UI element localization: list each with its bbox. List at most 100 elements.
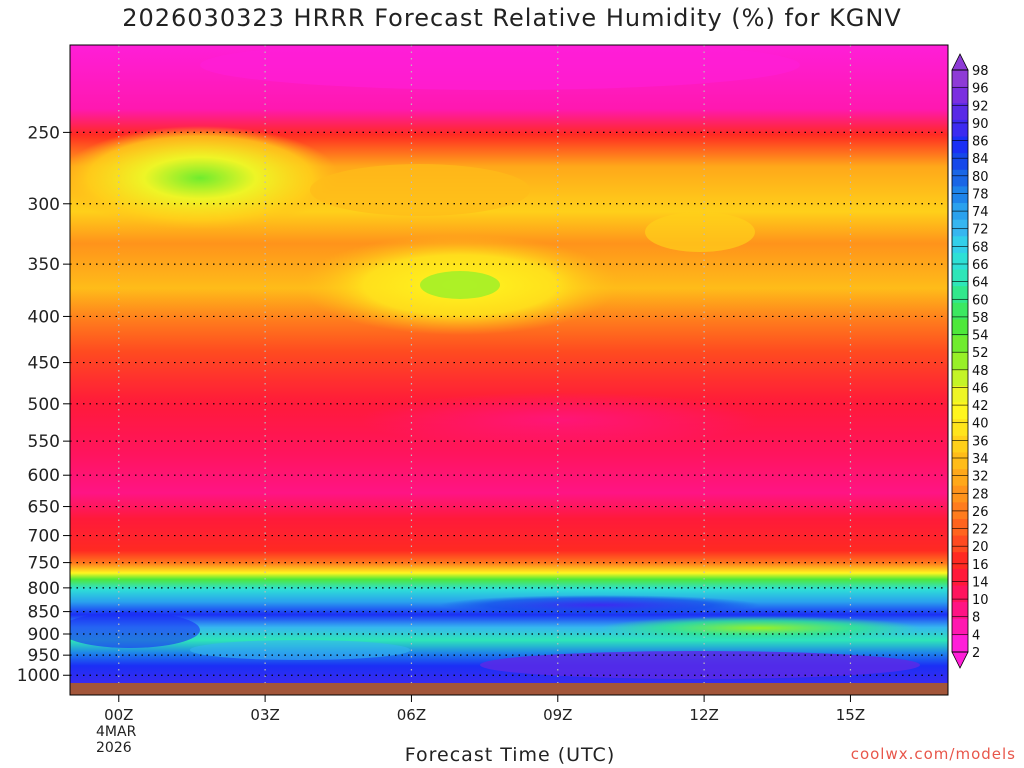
colorbar-label: 40 — [972, 417, 989, 432]
x-axis: 00Z 03Z 06Z 09Z 12Z 15Z — [104, 695, 865, 724]
colorbar-swatch — [952, 485, 968, 503]
colorbar-swatch — [952, 402, 968, 420]
y-tick-label: 400 — [28, 307, 60, 327]
colorbar-swatch — [952, 618, 968, 636]
y-tick-label: 600 — [28, 466, 60, 486]
colorbar-label: 26 — [972, 505, 989, 520]
colorbar-swatch — [952, 635, 968, 653]
y-tick-label: 750 — [28, 554, 60, 574]
colorbar-label: 36 — [972, 434, 989, 449]
colorbar-swatch — [952, 319, 968, 337]
colorbar-label: 72 — [972, 223, 989, 238]
x-axis-label: Forecast Time (UTC) — [404, 744, 616, 766]
colorbar-label: 60 — [972, 293, 989, 308]
colorbar-label: 16 — [972, 558, 989, 573]
y-tick-label: 500 — [28, 395, 60, 415]
colorbar-top-arrow — [951, 53, 969, 71]
x-tick-label: 03Z — [250, 706, 279, 724]
colorbar-swatch — [952, 269, 968, 287]
colorbar-swatch — [952, 518, 968, 537]
colorbar-label: 52 — [972, 346, 989, 361]
colorbar-label: 96 — [972, 82, 989, 97]
colorbar-label: 80 — [972, 170, 989, 185]
colorbar-label: 64 — [972, 276, 989, 291]
colorbar-swatch — [952, 568, 968, 586]
date-label-day: 4MAR — [96, 724, 137, 740]
colorbar-swatch — [952, 435, 968, 453]
y-tick-label: 300 — [28, 195, 60, 215]
colorbar-label: 86 — [972, 135, 989, 150]
colorbar-swatch — [952, 452, 968, 470]
colorbar-bottom-arrow — [951, 651, 969, 669]
colorbar-label: 28 — [972, 487, 989, 502]
colorbar-swatch — [952, 236, 968, 254]
colorbar-label: 14 — [972, 575, 989, 590]
colorbar-label: 74 — [972, 205, 989, 220]
x-tick-label: 12Z — [689, 706, 718, 724]
colorbar-label: 92 — [972, 99, 989, 114]
colorbar-swatch — [952, 203, 968, 221]
colorbar-label: 8 — [972, 611, 980, 626]
colorbar-label: 54 — [972, 329, 989, 344]
colorbar-swatch — [952, 336, 968, 354]
colorbar: 9896929086848078747268666460585452484642… — [951, 53, 989, 669]
colorbar-label: 34 — [972, 452, 989, 467]
colorbar-swatch — [952, 186, 968, 204]
y-tick-label: 900 — [28, 625, 60, 645]
colorbar-swatch — [952, 535, 968, 553]
colorbar-swatch — [952, 136, 968, 154]
colorbar-swatch — [952, 119, 968, 138]
heatmap-field — [70, 45, 948, 683]
colorbar-label: 10 — [972, 593, 989, 608]
colorbar-label: 90 — [972, 117, 989, 132]
y-tick-label: 250 — [28, 123, 60, 143]
colorbar-swatch — [952, 219, 968, 237]
colorbar-swatch — [952, 419, 968, 437]
x-tick-label: 09Z — [543, 706, 572, 724]
colorbar-label: 46 — [972, 381, 989, 396]
y-tick-label: 350 — [28, 255, 60, 275]
y-axis: 250 300 350 400 450 500 550 600 650 700 750 800 8509… — [17, 123, 70, 686]
colorbar-label: 2 — [972, 646, 980, 661]
colorbar-swatch — [952, 252, 968, 271]
colorbar-swatch — [952, 286, 968, 304]
colorbar-swatch — [952, 153, 968, 171]
colorbar-swatch — [952, 585, 968, 603]
y-tick-label: 1000 — [17, 666, 60, 686]
x-tick-label: 15Z — [836, 706, 865, 724]
plot-frame — [69, 44, 949, 696]
grid-lines — [70, 45, 948, 683]
y-tick-label: 850 — [28, 603, 60, 623]
colorbar-label: 32 — [972, 470, 989, 485]
y-tick-label: 550 — [28, 432, 60, 452]
colorbar-label: 66 — [972, 258, 989, 273]
colorbar-swatch — [952, 86, 968, 104]
x-tick-label: 00Z — [104, 706, 133, 724]
colorbar-swatch — [952, 602, 968, 620]
colorbar-swatch — [952, 369, 968, 387]
y-tick-label: 800 — [28, 579, 60, 599]
y-tick-label: 700 — [28, 527, 60, 547]
date-label-year: 2026 — [96, 740, 132, 756]
y-tick-label: 450 — [28, 354, 60, 374]
colorbar-swatch — [952, 103, 968, 121]
credit-link[interactable]: coolwx.com/models — [850, 745, 1016, 763]
colorbar-swatch — [952, 552, 968, 570]
colorbar-label: 58 — [972, 311, 989, 326]
colorbar-label: 4 — [972, 628, 980, 643]
y-tick-label: 650 — [28, 498, 60, 518]
colorbar-label: 20 — [972, 540, 989, 555]
colorbar-label: 98 — [972, 64, 989, 79]
x-tick-label: 06Z — [397, 706, 426, 724]
colorbar-label: 42 — [972, 399, 989, 414]
surface-band — [70, 683, 948, 695]
colorbar-label: 48 — [972, 364, 989, 379]
colorbar-label: 68 — [972, 240, 989, 255]
colorbar-label: 78 — [972, 187, 989, 202]
colorbar-swatch — [952, 469, 968, 487]
colorbar-label: 22 — [972, 523, 989, 538]
colorbar-label: 84 — [972, 152, 989, 167]
colorbar-swatch — [952, 385, 968, 404]
colorbar-swatch — [952, 169, 968, 187]
